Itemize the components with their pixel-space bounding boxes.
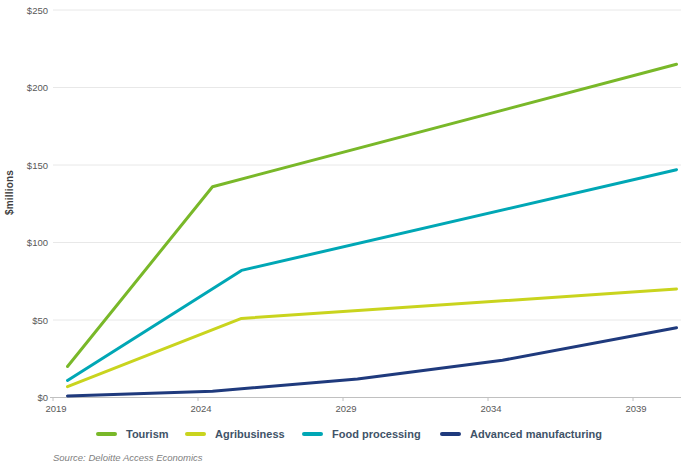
x-axis-tick-label: 2039 bbox=[625, 403, 646, 414]
x-axis-tick-label: 2029 bbox=[335, 403, 356, 414]
legend-item-agribusiness: Agribusiness bbox=[185, 426, 285, 442]
y-axis-tick-label: $0 bbox=[37, 392, 48, 403]
series-line-agribusiness bbox=[68, 289, 677, 387]
x-axis-tick-label: 2024 bbox=[190, 403, 211, 414]
line-chart: $0 $50 $100 $150 $200 $250 2019 2024 2029 2034 203… bbox=[0, 0, 688, 468]
y-axis-tick-label: $100 bbox=[27, 237, 48, 248]
y-axis-tick-label: $250 bbox=[27, 5, 48, 16]
chart-plot-area: $0 $50 $100 $150 $200 $250 2019 2024 2029 2034 203… bbox=[0, 0, 688, 468]
y-axis-tick-label: $200 bbox=[27, 82, 48, 93]
y-axis-tick-label: $150 bbox=[27, 160, 48, 171]
x-axis-tick-label: 2034 bbox=[480, 403, 501, 414]
chart-legend: Tourism Agribusiness Food processing Adv… bbox=[0, 426, 688, 442]
source-attribution: Source: Deloitte Access Economics bbox=[53, 452, 203, 463]
legend-item-food-processing: Food processing bbox=[302, 426, 421, 442]
legend-label: Food processing bbox=[332, 428, 421, 440]
legend-item-advanced-manufacturing: Advanced manufacturing bbox=[440, 426, 602, 442]
legend-item-tourism: Tourism bbox=[96, 426, 169, 442]
series-line-food-processing bbox=[68, 170, 677, 381]
y-axis-title: $millions bbox=[4, 153, 15, 233]
series-line-advanced-manufacturing bbox=[68, 328, 677, 396]
agribusiness-line-swatch-icon bbox=[185, 432, 206, 436]
y-axis-tick-label: $50 bbox=[32, 315, 48, 326]
food-processing-line-swatch-icon bbox=[302, 432, 323, 436]
legend-label: Tourism bbox=[126, 428, 169, 440]
tourism-line-swatch-icon bbox=[96, 432, 117, 436]
legend-label: Agribusiness bbox=[215, 428, 285, 440]
advanced-manufacturing-line-swatch-icon bbox=[440, 432, 461, 436]
legend-label: Advanced manufacturing bbox=[470, 428, 602, 440]
x-axis-tick-label: 2019 bbox=[45, 403, 66, 414]
